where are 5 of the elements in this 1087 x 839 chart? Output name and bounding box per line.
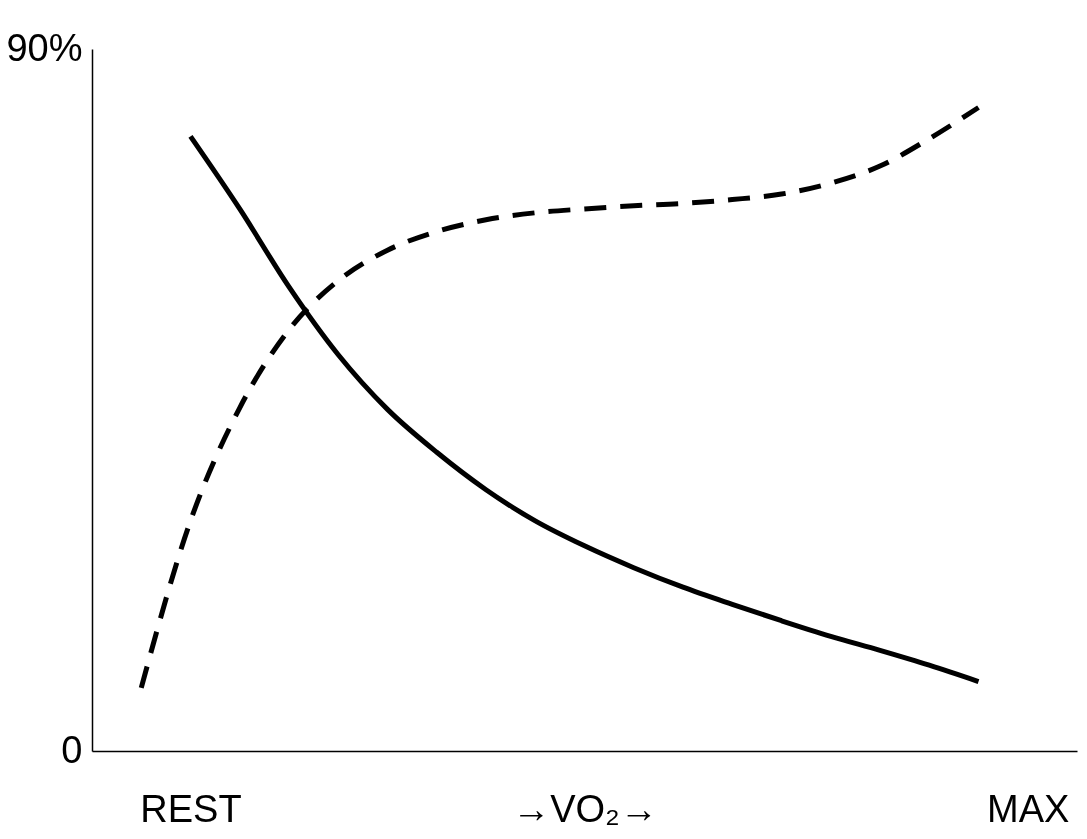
x-tick-label: MAX	[987, 787, 1070, 830]
x-tick-label: REST	[140, 787, 242, 830]
y-tick-label: 0	[61, 728, 83, 771]
y-tick-label: 90%	[6, 26, 83, 69]
x-tick-label: →VO₂→	[512, 787, 658, 830]
